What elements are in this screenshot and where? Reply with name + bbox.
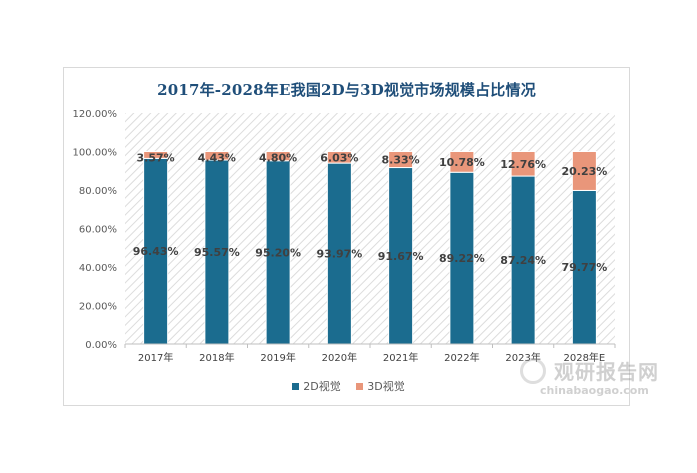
x-tick-label: 2020年 bbox=[322, 351, 357, 364]
legend-swatch-2d bbox=[292, 382, 300, 390]
legend-item-3d: 3D视觉 bbox=[356, 378, 405, 394]
data-label-2d: 95.57% bbox=[194, 246, 240, 259]
y-tick-label: 40.00% bbox=[79, 263, 117, 274]
data-label-2d: 93.97% bbox=[316, 248, 362, 261]
data-label-2d: 89.22% bbox=[439, 252, 485, 265]
bar-3d bbox=[143, 151, 169, 159]
data-label-3d: 8.33% bbox=[382, 154, 420, 167]
data-label-3d: 4.43% bbox=[198, 152, 236, 165]
legend: 2D视觉 3D视觉 bbox=[0, 378, 697, 394]
y-tick-label: 60.00% bbox=[79, 225, 117, 236]
legend-swatch-3d bbox=[356, 382, 364, 390]
y-tick-label: 0.00% bbox=[85, 340, 117, 351]
bar-3d bbox=[265, 151, 291, 162]
data-label-3d: 6.03% bbox=[320, 152, 358, 165]
bar-3d bbox=[326, 151, 352, 164]
data-label-2d: 95.20% bbox=[255, 246, 301, 259]
y-tick-label: 120.00% bbox=[73, 109, 118, 120]
bar-3d bbox=[449, 151, 475, 173]
bar-3d bbox=[571, 151, 597, 191]
data-label-2d: 96.43% bbox=[133, 245, 179, 258]
data-label-3d: 20.23% bbox=[561, 165, 607, 178]
bar-2d bbox=[510, 175, 536, 345]
legend-label-2d: 2D视觉 bbox=[303, 380, 341, 393]
data-label-3d: 10.78% bbox=[439, 156, 485, 169]
x-tick-label: 2019年 bbox=[260, 351, 295, 364]
data-label-2d: 79.77% bbox=[561, 261, 607, 274]
bar-2d bbox=[388, 167, 414, 345]
data-label-2d: 87.24% bbox=[500, 254, 546, 267]
bar-2d bbox=[326, 162, 352, 345]
x-tick-label: 2021年 bbox=[383, 351, 418, 364]
watermark-logo-icon bbox=[520, 358, 546, 384]
watermark: 观研报告网 chinabaogao.com bbox=[520, 356, 660, 400]
data-label-3d: 4.80% bbox=[259, 152, 297, 165]
bar-3d bbox=[204, 151, 230, 161]
bar-2d bbox=[449, 171, 475, 345]
y-tick-label: 100.00% bbox=[73, 148, 118, 159]
plot-area bbox=[125, 113, 615, 344]
bar-3d bbox=[510, 151, 536, 177]
x-tick-label: 2028年E bbox=[563, 351, 605, 364]
y-tick-label: 80.00% bbox=[79, 186, 117, 197]
watermark-url: chinabaogao.com bbox=[540, 384, 649, 397]
x-tick-label: 2022年 bbox=[444, 351, 479, 364]
y-tick-label: 20.00% bbox=[79, 302, 117, 313]
x-tick-label: 2018年 bbox=[199, 351, 234, 364]
chart-title: 2017年-2028年E我国2D与3D视觉市场规模占比情况 bbox=[157, 81, 536, 99]
legend-item-2d: 2D视觉 bbox=[292, 378, 341, 394]
watermark-name: 观研报告网 bbox=[554, 360, 659, 384]
bar-3d bbox=[388, 151, 414, 169]
x-tick-label: 2017年 bbox=[138, 351, 173, 364]
data-label-3d: 3.57% bbox=[137, 152, 175, 165]
data-label-3d: 12.76% bbox=[500, 158, 546, 171]
legend-label-3d: 3D视觉 bbox=[367, 380, 405, 393]
data-label-2d: 91.67% bbox=[378, 250, 424, 263]
bar-2d bbox=[204, 159, 230, 345]
